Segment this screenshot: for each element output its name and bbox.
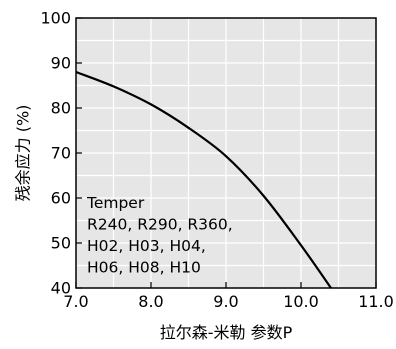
y-tick-labels: 100 90 80 70 60 50 40 [40, 9, 71, 298]
annotation-line: R240, R290, R360, [87, 216, 233, 234]
y-tick-label: 100 [40, 9, 71, 28]
y-axis-title: 残余应力 (%) [14, 105, 33, 202]
y-tick-label: 70 [51, 144, 71, 163]
y-tick-label: 40 [51, 279, 71, 298]
temper-annotation: Temper R240, R290, R360, H02, H03, H04, H06… [86, 194, 233, 277]
annotation-line: Temper [86, 194, 145, 212]
y-tick-label: 90 [51, 54, 71, 73]
x-tick-label: 10.0 [283, 292, 319, 311]
y-tick-label: 50 [51, 234, 71, 253]
stress-curve [75, 70, 332, 289]
x-tick-label: 7.0 [63, 292, 88, 311]
x-tick-label: 11.0 [358, 292, 394, 311]
x-tick-label: 9.0 [213, 292, 238, 311]
x-axis-title: 拉尔森-米勒 参数P [160, 323, 293, 342]
axis-ticks [75, 17, 377, 289]
annotation-line: H02, H03, H04, [87, 237, 206, 255]
y-tick-label: 60 [51, 189, 71, 208]
x-tick-labels: 7.0 8.0 9.0 10.0 11.0 [63, 292, 394, 311]
y-tick-label: 80 [51, 99, 71, 118]
annotation-line: H06, H08, H10 [87, 259, 201, 277]
x-tick-label: 8.0 [138, 292, 163, 311]
